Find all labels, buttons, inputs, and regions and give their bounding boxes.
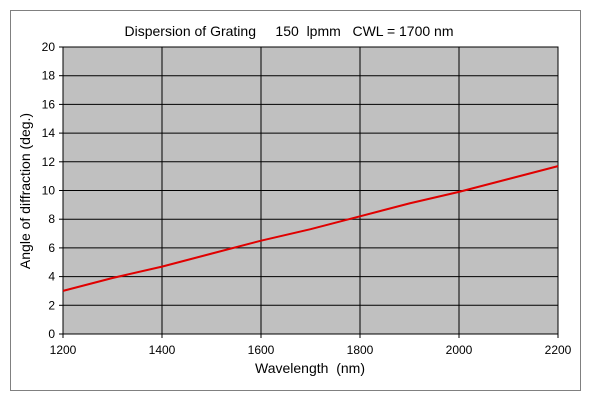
x-axis-label: Wavelength (nm) xyxy=(255,360,365,376)
y-tick-label: 0 xyxy=(48,327,55,341)
x-tick-label: 1800 xyxy=(347,343,374,357)
x-axis-ticks: 1200 1400 1600 1800 2000 2200 xyxy=(50,334,572,357)
chart-title: Dispersion of Grating 150 lpmm CWL = 170… xyxy=(124,23,453,39)
y-tick-label: 2 xyxy=(48,298,55,312)
y-tick-label: 10 xyxy=(42,184,56,198)
y-axis-ticks: 0 2 4 6 8 10 12 14 16 18 20 xyxy=(42,40,63,341)
grid-lines xyxy=(62,46,559,335)
y-tick-label: 16 xyxy=(42,97,56,111)
x-tick-label: 1400 xyxy=(149,343,176,357)
y-axis-label: Angle of diffraction (deg.) xyxy=(17,113,33,269)
y-tick-label: 20 xyxy=(42,40,56,54)
x-tick-label: 1600 xyxy=(248,343,275,357)
y-tick-label: 18 xyxy=(42,69,56,83)
y-tick-label: 14 xyxy=(42,126,56,140)
y-tick-label: 8 xyxy=(48,212,55,226)
y-tick-label: 6 xyxy=(48,241,55,255)
x-tick-label: 2200 xyxy=(545,343,572,357)
y-tick-label: 12 xyxy=(42,155,56,169)
x-tick-label: 1200 xyxy=(50,343,77,357)
y-tick-label: 4 xyxy=(48,270,55,284)
x-tick-label: 2000 xyxy=(446,343,473,357)
series-line xyxy=(62,165,559,292)
